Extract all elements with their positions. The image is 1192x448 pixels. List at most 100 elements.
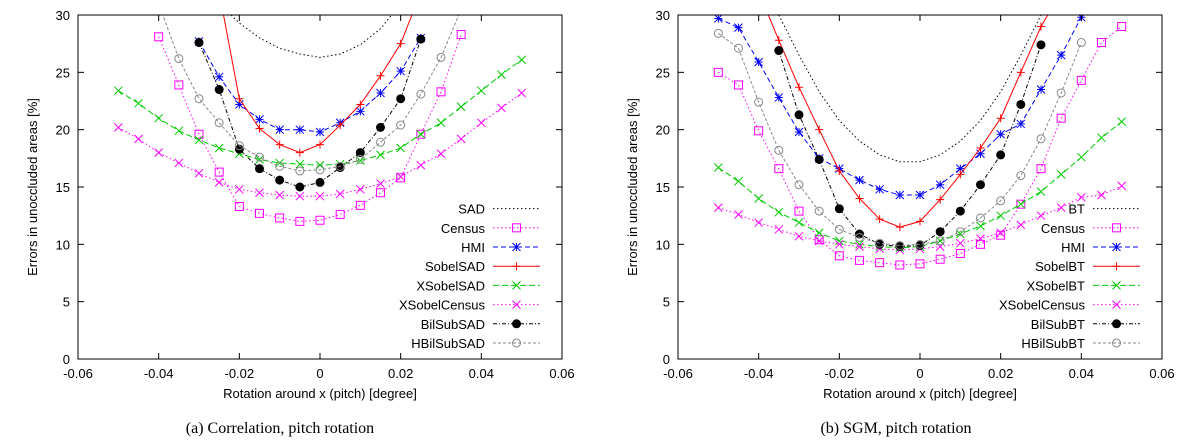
- data-point: [1117, 181, 1127, 191]
- data-point: [396, 94, 406, 104]
- x-tick-label: 0: [916, 366, 923, 381]
- data-point: [1097, 190, 1106, 200]
- legend-label: Census: [1041, 221, 1086, 236]
- x-tick-label: -0.06: [63, 366, 93, 381]
- data-point: [815, 125, 824, 134]
- data-point: [255, 208, 264, 218]
- data-point: [1076, 38, 1086, 48]
- data-point: [497, 103, 506, 113]
- data-point: [774, 93, 784, 102]
- chart-sgm-pitch: -0.06 -0.04 -0.02 0 0.02 0.04 0.06 0 5 10 15 20 25 30…: [625, 8, 1175, 401]
- data-point: [955, 229, 965, 239]
- data-point: [255, 124, 264, 133]
- data-point: [855, 239, 864, 249]
- data-point: [275, 125, 285, 135]
- legend-label: XSobelCensus: [999, 298, 1085, 313]
- data-point: [355, 200, 365, 210]
- data-point: [996, 150, 1006, 160]
- data-point: [713, 67, 723, 77]
- data-point: [456, 102, 466, 112]
- data-point: [774, 36, 783, 45]
- data-point: [134, 134, 143, 144]
- data-point: [754, 126, 764, 136]
- series-line: [230, 15, 393, 58]
- data-point: [356, 100, 365, 109]
- data-point: [855, 242, 864, 251]
- y-tick-label: 5: [63, 295, 70, 310]
- data-point: [895, 223, 904, 232]
- data-point: [335, 189, 345, 199]
- data-point: [794, 218, 804, 227]
- data-point: [355, 156, 365, 165]
- data-point: [396, 39, 405, 48]
- data-point: [416, 129, 426, 139]
- data-point: [396, 172, 406, 182]
- data-point: [396, 66, 406, 76]
- series-line: [778, 44, 1042, 248]
- caption-correlation-pitch: (a) Correlation, pitch rotation: [185, 420, 375, 437]
- data-point: [315, 191, 325, 201]
- data-point: [734, 176, 743, 186]
- data-point: [1016, 68, 1025, 77]
- legend-marker: [512, 262, 521, 271]
- data-point: [335, 210, 345, 220]
- legend-marker: [1112, 262, 1121, 271]
- data-point: [255, 188, 264, 198]
- legend-label: HBilSubSAD: [411, 336, 485, 351]
- data-point: [794, 110, 804, 120]
- data-point: [915, 239, 925, 249]
- data-point: [955, 249, 965, 259]
- series-bilsubsad: [194, 34, 426, 192]
- data-point: [936, 195, 945, 204]
- y-tick-label: 25: [656, 65, 670, 80]
- data-point: [295, 182, 305, 192]
- data-point: [355, 154, 365, 164]
- data-point: [255, 164, 264, 174]
- chart-correlation-pitch: -0.06 -0.04 -0.02 0 0.02 0.04 0.06 0 5 10 15 20 25 30…: [25, 8, 575, 401]
- data-point: [734, 210, 743, 219]
- data-point: [194, 168, 204, 178]
- data-point: [1056, 203, 1066, 212]
- data-point: [476, 118, 486, 128]
- data-point: [113, 86, 123, 96]
- data-point: [234, 184, 244, 194]
- legend-label: SAD: [458, 202, 485, 217]
- legend-label: BT: [1068, 202, 1085, 217]
- data-point: [956, 170, 965, 179]
- data-point: [835, 166, 844, 175]
- data-point: [976, 239, 985, 249]
- data-point: [795, 83, 803, 92]
- data-point: [1076, 192, 1086, 202]
- legend-marker: [512, 223, 521, 233]
- data-point: [517, 55, 527, 65]
- series-line: [718, 121, 1123, 249]
- data-point: [376, 88, 385, 98]
- series-sobelbt: [767, 15, 1049, 232]
- data-point: [855, 255, 864, 265]
- y-tick-label: 5: [663, 295, 670, 310]
- legend-marker: [1112, 242, 1121, 252]
- data-point: [355, 148, 365, 158]
- legend-marker: [1112, 300, 1121, 309]
- data-point: [834, 204, 844, 214]
- data-point: [134, 98, 143, 108]
- data-point: [275, 140, 284, 149]
- data-point: [774, 145, 784, 155]
- data-point: [976, 149, 985, 159]
- data-point: [275, 190, 285, 200]
- data-point: [915, 259, 925, 269]
- data-point: [814, 206, 824, 216]
- data-point: [1016, 99, 1026, 109]
- plot-area: [713, 15, 1127, 270]
- data-point: [794, 180, 804, 190]
- data-point: [295, 148, 304, 157]
- data-point: [1016, 199, 1026, 209]
- data-point: [255, 155, 264, 164]
- series-hbilsubbt: [713, 28, 1086, 250]
- data-point: [875, 238, 885, 248]
- data-point: [234, 201, 244, 211]
- series-xsobelcensus: [113, 88, 527, 201]
- legend-label: XSobelCensus: [399, 298, 485, 313]
- series-line: [162, 15, 460, 172]
- x-tick-label: -0.02: [225, 366, 255, 381]
